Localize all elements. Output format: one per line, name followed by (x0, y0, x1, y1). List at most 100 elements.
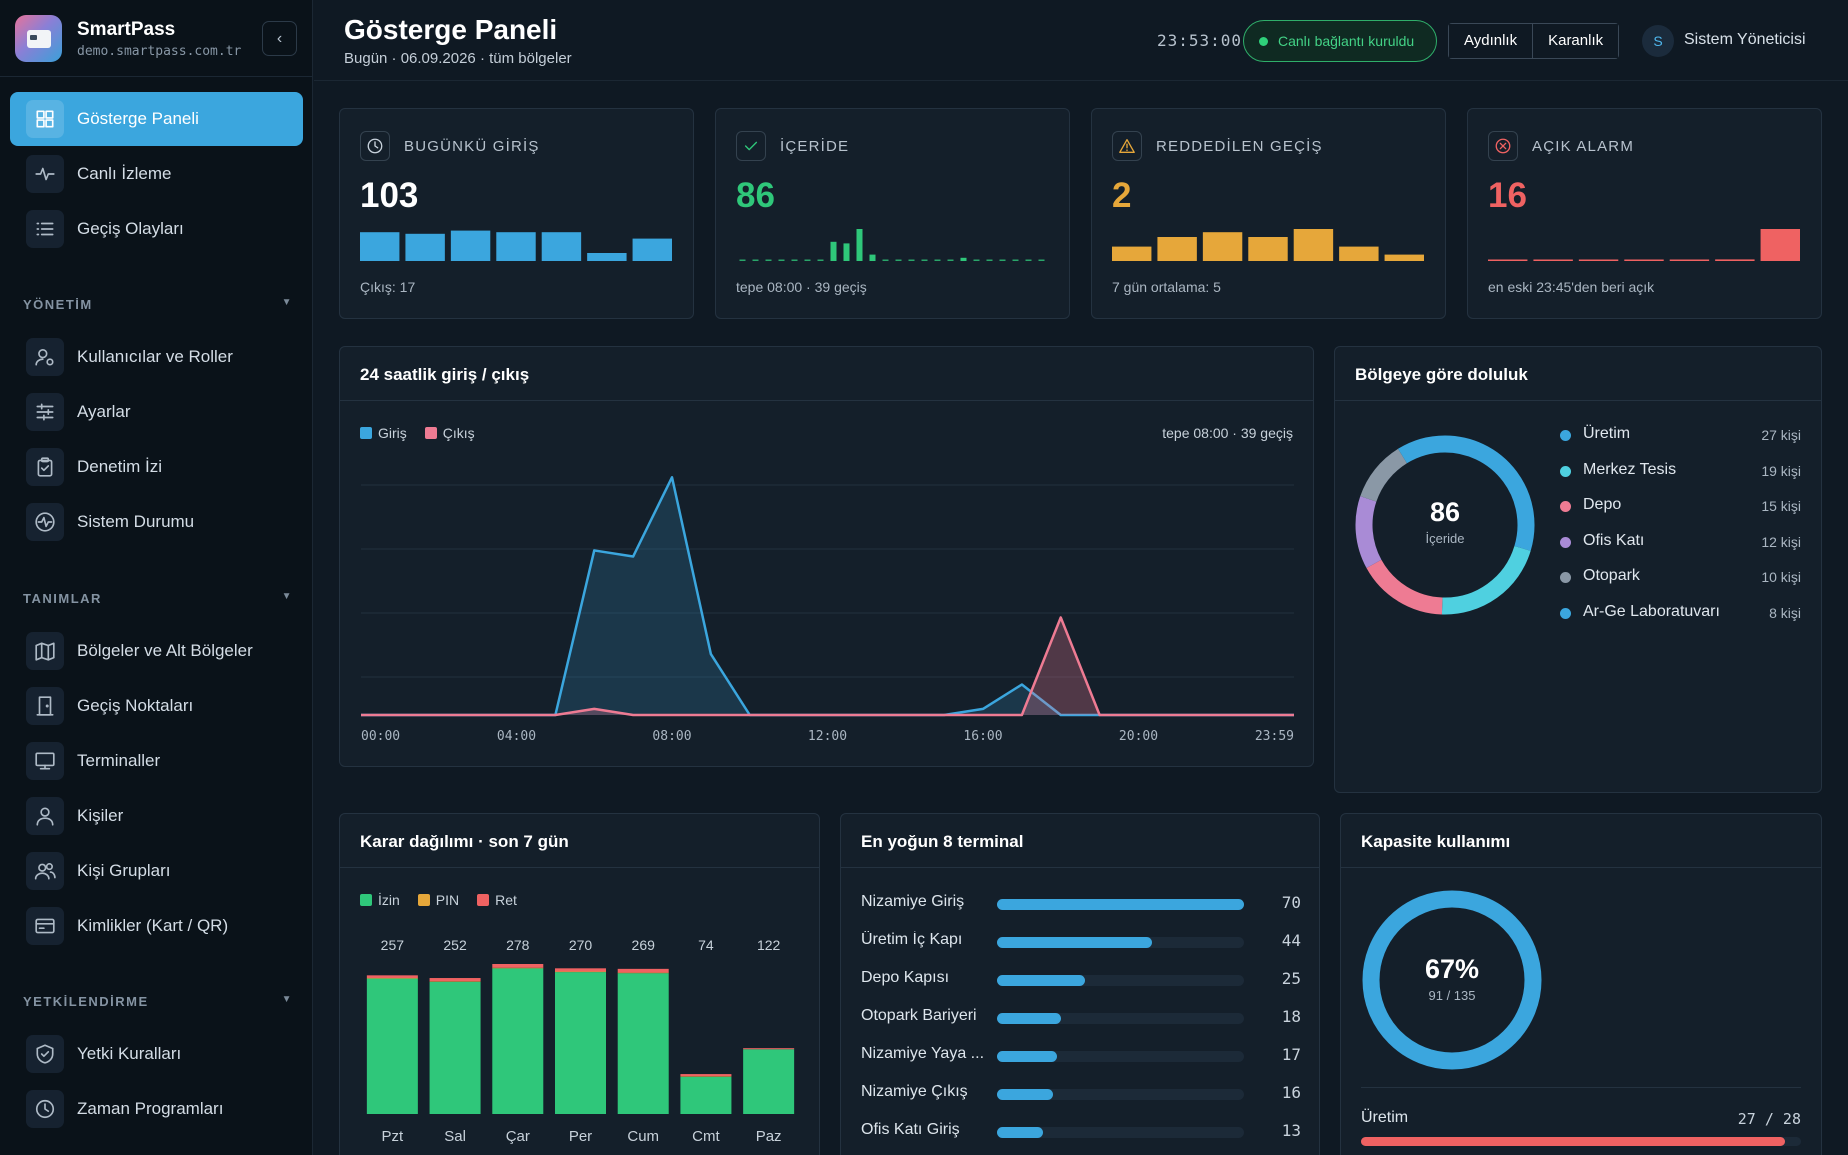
sidebar-item-nav-sections-2-items-1[interactable]: Zaman Programları (10, 1082, 303, 1136)
shield-check-icon (26, 1035, 64, 1073)
sidebar-item-nav-sections-0-items-1[interactable]: Ayarlar (10, 385, 303, 439)
map-icon (26, 632, 64, 670)
x-category-label: Cmt (692, 1128, 720, 1145)
capacity-row-label: Üretim (1361, 1109, 1409, 1126)
zone-name: Merkez Tesis (1583, 460, 1677, 478)
x-category-label: Pzt (382, 1128, 405, 1145)
sidebar-item-nav-sections-1-items-5[interactable]: Kimlikler (Kart / QR) (10, 899, 303, 953)
kpi-footer: 7 gün ortalama: 5 (1112, 279, 1221, 295)
kpi-bar (973, 259, 980, 261)
bar-segment (492, 967, 544, 969)
hourly-legend: Giriş Çıkış (360, 425, 475, 441)
terminal-name: Nizamiye Çıkış (861, 1083, 968, 1100)
x-tick-label: 16:00 (963, 729, 1002, 744)
terminal-row[interactable]: Nizamiye Giriş 70 (861, 891, 1301, 915)
kpi-bar (895, 259, 902, 261)
pulse-icon (26, 155, 64, 193)
kpi-bar (541, 232, 582, 261)
theme-light-button[interactable]: Aydınlık (1449, 24, 1533, 58)
terminal-row[interactable]: Nizamiye Yaya ... 17 (861, 1043, 1301, 1067)
legend-item: PIN (417, 892, 459, 908)
sidebar-item-nav-main-1[interactable]: Canlı İzleme (10, 147, 303, 201)
monitor-icon (26, 742, 64, 780)
bar-segment (743, 1048, 795, 1050)
decision-bar-chart: 257 Pzt 252 Sal 278 Çar 270 Per 269 Cum 74 Cmt 122 Pa… (366, 937, 795, 1145)
kpi-value: 2 (1112, 176, 1132, 215)
kpi-bar (739, 259, 746, 261)
section-header-0[interactable]: YÖNETİM ▼ (23, 297, 293, 312)
zone-row[interactable]: Ofis Katı 12 kişi (1560, 530, 1801, 554)
kpi-bar (1202, 232, 1243, 261)
kpi-sparkline (739, 229, 1045, 261)
bar-segment (555, 968, 606, 972)
zone-count: 10 kişi (1761, 569, 1801, 585)
zone-center-label: İçeride (1425, 531, 1465, 546)
terminal-bar-fill (997, 1089, 1054, 1100)
user-name[interactable]: Sistem Yöneticisi (1684, 31, 1806, 48)
kpi-footer: tepe 08:00 · 39 geçiş (736, 279, 867, 295)
x-category-label: Çar (506, 1128, 530, 1145)
sidebar-item-label: Zaman Programları (77, 1099, 224, 1118)
capacity-ring-chart (1362, 890, 1542, 1070)
sidebar-item-label: Gösterge Paneli (77, 109, 199, 128)
bar-segment (680, 1074, 732, 1077)
sidebar-item-nav-sections-0-items-2[interactable]: Denetim İzi (10, 440, 303, 494)
zone-row[interactable]: Merkez Tesis 19 kişi (1560, 459, 1801, 483)
kpi-bar (752, 259, 759, 261)
section-header-1[interactable]: TANIMLAR ▼ (23, 591, 293, 606)
sidebar-item-nav-main-2[interactable]: Geçiş Olayları (10, 202, 303, 256)
kpi-bar (1578, 259, 1619, 261)
sidebar-item-nav-sections-0-items-3[interactable]: Sistem Durumu (10, 495, 303, 549)
kpi-bar (804, 259, 811, 261)
sidebar-item-nav-sections-2-items-0[interactable]: Yetki Kuralları (10, 1027, 303, 1081)
terminal-row[interactable]: Üretim İç Kapı 44 (861, 929, 1301, 953)
sidebar-item-label: Kimlikler (Kart / QR) (77, 916, 229, 935)
sidebar-item-nav-sections-0-items-0[interactable]: Kullanıcılar ve Roller (10, 330, 303, 384)
zone-name: Depo (1583, 496, 1622, 513)
legend-item: Ret (477, 892, 517, 908)
zone-row[interactable]: Depo 15 kişi (1560, 494, 1801, 518)
theme-dark-button[interactable]: Karanlık (1532, 24, 1619, 58)
legend-dot-icon (1560, 501, 1571, 512)
people-icon (26, 852, 64, 890)
sidebar-item-nav-sections-1-items-2[interactable]: Terminaller (10, 734, 303, 788)
legend-dot-icon (1560, 607, 1571, 619)
kpi-bar (791, 259, 798, 261)
sidebar-item-nav-sections-1-items-3[interactable]: Kişiler (10, 789, 303, 843)
sidebar-item-nav-main-0[interactable]: Gösterge Paneli (10, 92, 303, 146)
caret-down-icon: ▼ (281, 297, 293, 308)
zone-row[interactable]: Otopark 10 kişi (1560, 565, 1801, 589)
donut-slice (1441, 545, 1531, 615)
kpi-sparkline (360, 230, 672, 261)
kpi-sparkline (1488, 229, 1800, 261)
bar-segment (617, 973, 669, 1114)
sidebar-item-label: Bölgeler ve Alt Bölgeler (77, 641, 253, 660)
kpi-bar (360, 232, 400, 261)
kpi-footer: Çıkış: 17 (360, 279, 416, 295)
section-header-2[interactable]: YETKİLENDİRME ▼ (23, 994, 293, 1009)
section-title: YÖNETİM (23, 297, 93, 312)
bar-segment (680, 1076, 732, 1077)
kpi-footer: en eski 23:45'den beri açık (1488, 279, 1655, 295)
avatar[interactable]: S (1642, 25, 1674, 57)
sidebar-item-nav-sections-1-items-0[interactable]: Bölgeler ve Alt Bölgeler (10, 624, 303, 678)
x-tick-label: 23:59 (1255, 729, 1294, 744)
terminal-name: Depo Kapısı (861, 969, 950, 986)
zone-row[interactable]: Ar-Ge Laboratuvarı 8 kişi (1560, 601, 1801, 625)
terminal-row[interactable]: Nizamiye Çıkış 16 (861, 1081, 1301, 1105)
terminal-row[interactable]: Otopark Bariyeri 18 (861, 1005, 1301, 1029)
terminal-row[interactable]: Depo Kapısı 25 (861, 967, 1301, 991)
x-tick-label: 20:00 (1119, 729, 1158, 744)
collapse-sidebar-button[interactable]: ‹ (262, 21, 297, 56)
zone-row[interactable]: Üretim 27 kişi (1560, 423, 1801, 447)
caret-down-icon: ▼ (281, 994, 293, 1005)
terminal-row[interactable]: Ofis Katı Giriş 13 (861, 1119, 1301, 1143)
live-status-badge: Canlı bağlantı kuruldu (1243, 20, 1437, 62)
user-gear-icon (26, 338, 64, 376)
sidebar-item-label: Geçiş Olayları (77, 219, 184, 238)
kpi-bar (960, 257, 967, 261)
sidebar-item-nav-sections-1-items-1[interactable]: Geçiş Noktaları (10, 679, 303, 733)
sidebar-item-nav-sections-1-items-4[interactable]: Kişi Grupları (10, 844, 303, 898)
kpi-bar (817, 259, 824, 261)
kpi-bar (496, 232, 536, 261)
